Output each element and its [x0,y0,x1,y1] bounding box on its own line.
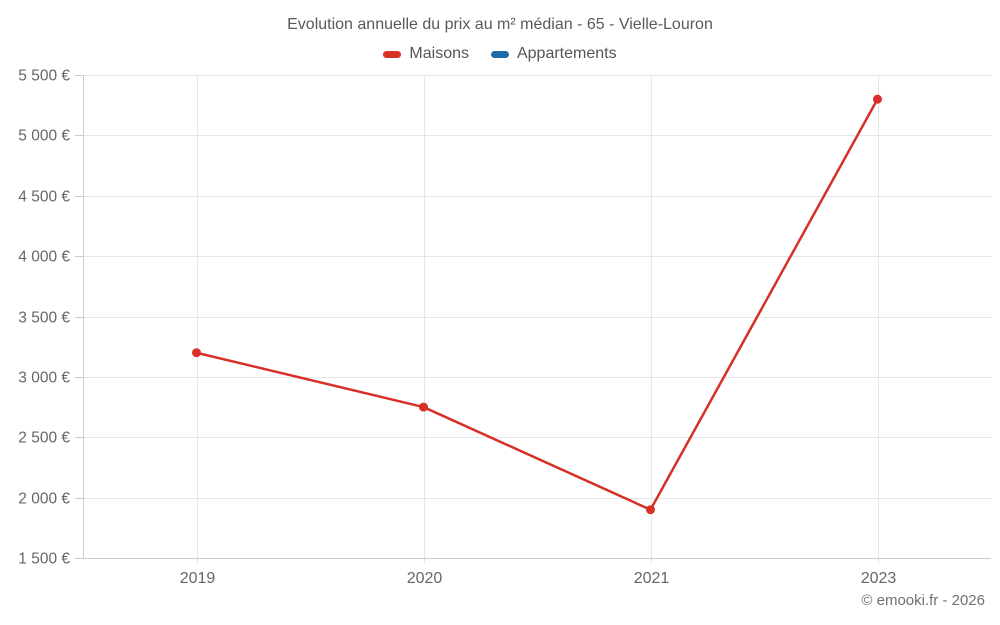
legend-label-maisons: Maisons [409,45,469,62]
y-axis-label: 3 000 € [18,370,70,387]
data-point-maisons-2020[interactable] [419,402,428,412]
y-axis-label: 2 000 € [18,491,70,508]
y-axis-label: 5 000 € [18,128,70,145]
y-axis-label: 5 500 € [18,68,70,85]
y-axis-label: 3 500 € [18,310,70,327]
x-axis-label: 2019 [180,570,216,587]
data-point-maisons-2023[interactable] [873,94,882,104]
legend-item-appartements[interactable]: Appartements [490,45,617,63]
x-axis-label: 2020 [407,570,443,587]
data-point-maisons-2021[interactable] [646,505,655,515]
y-axis-label: 2 500 € [18,430,70,447]
maisons-series-swatch-icon [383,50,402,58]
chart-title: Evolution annuelle du prix au m² médian … [287,16,713,33]
legend-label-appartements: Appartements [516,45,617,62]
y-axis-label: 4 000 € [18,249,70,266]
x-axis-label: 2023 [861,570,897,587]
series-line-maisons [196,98,879,511]
y-axis-label: 4 500 € [18,189,70,206]
copyright-text: © emooki.fr - 2026 [861,592,985,609]
data-point-maisons-2019[interactable] [192,348,201,358]
appartements-series-swatch-icon [490,50,509,58]
legend: Maisons Appartements [0,45,1000,63]
y-axis-label: 1 500 € [18,551,70,568]
legend-item-maisons[interactable]: Maisons [383,45,469,63]
x-axis-label: 2021 [634,570,670,587]
